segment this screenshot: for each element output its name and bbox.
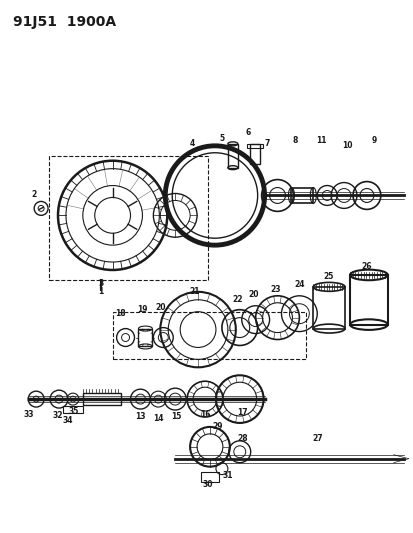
Text: 22: 22 [232, 295, 242, 304]
Text: 17: 17 [237, 408, 247, 416]
Bar [313, 287, 344, 328]
Bar [246, 144, 262, 148]
Text: 2: 2 [31, 190, 37, 199]
Text: 6: 6 [244, 128, 250, 138]
Text: 91J51  1900A: 91J51 1900A [13, 15, 116, 29]
Bar [249, 144, 259, 164]
Bar [83, 393, 120, 405]
Text: 30: 30 [202, 480, 213, 489]
Text: 3: 3 [98, 279, 103, 288]
Text: 8: 8 [292, 136, 297, 146]
Text: 28: 28 [237, 434, 247, 443]
Text: 31: 31 [222, 471, 233, 480]
Bar [349, 275, 387, 325]
Text: 24: 24 [293, 280, 304, 289]
Text: 4: 4 [189, 139, 194, 148]
Text: 23: 23 [270, 285, 280, 294]
Bar [291, 188, 313, 204]
Text: 20: 20 [248, 290, 258, 300]
Bar [227, 144, 237, 168]
Text: 1: 1 [98, 287, 103, 296]
Text: 19: 19 [137, 305, 147, 314]
Text: 13: 13 [135, 413, 145, 422]
Text: 18: 18 [115, 309, 126, 318]
Text: 9: 9 [370, 136, 375, 146]
Text: 20: 20 [155, 303, 165, 312]
Bar [138, 328, 152, 346]
Text: 29: 29 [212, 423, 223, 431]
Text: 14: 14 [153, 415, 163, 424]
Text: 10: 10 [341, 141, 351, 150]
Text: 33: 33 [24, 409, 34, 418]
Text: 16: 16 [199, 410, 210, 419]
Bar [112, 312, 306, 359]
Text: 25: 25 [322, 272, 332, 281]
Bar [63, 406, 83, 413]
Text: 35: 35 [69, 407, 79, 416]
Text: 15: 15 [171, 413, 181, 422]
Text: 27: 27 [311, 434, 322, 443]
Text: 26: 26 [361, 262, 371, 271]
Text: 7: 7 [264, 139, 270, 148]
Text: 11: 11 [315, 136, 326, 146]
Bar [201, 472, 218, 481]
Text: 32: 32 [52, 411, 63, 421]
Bar [49, 156, 207, 280]
Text: 34: 34 [62, 416, 73, 425]
Text: 21: 21 [190, 287, 200, 296]
Text: 5: 5 [219, 134, 224, 143]
